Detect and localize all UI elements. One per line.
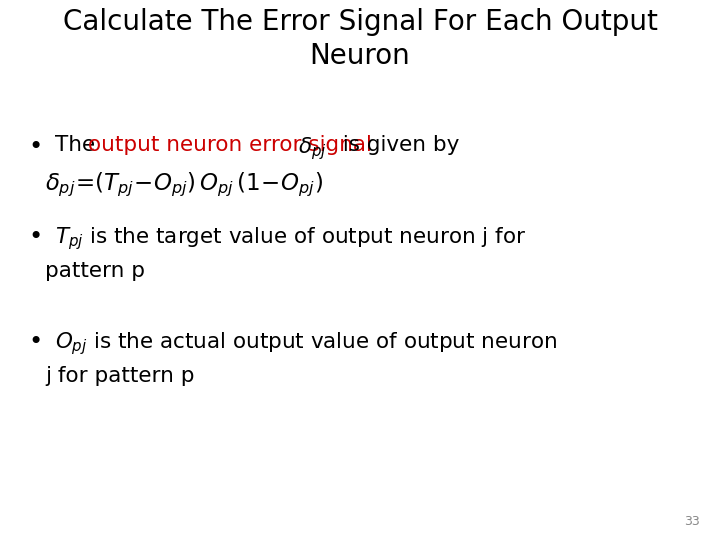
Text: $O_{pj}$ is the actual output value of output neuron: $O_{pj}$ is the actual output value of o… (55, 330, 557, 357)
Text: j for pattern p: j for pattern p (45, 366, 194, 386)
Text: The: The (55, 135, 102, 155)
Text: $\delta_{pj}$: $\delta_{pj}$ (298, 135, 327, 162)
Text: •: • (28, 330, 42, 354)
Text: $\delta_{pj}\!=\!(T_{pj}\!-\!O_{pj})\,O_{pj}\,(1\!-\!O_{pj})$: $\delta_{pj}\!=\!(T_{pj}\!-\!O_{pj})\,O_… (45, 171, 323, 199)
Text: output neuron error signal: output neuron error signal (88, 135, 379, 155)
Text: pattern p: pattern p (45, 261, 145, 281)
Text: $T_{pj}$ is the target value of output neuron j for: $T_{pj}$ is the target value of output n… (55, 225, 526, 252)
Text: Calculate The Error Signal For Each Output
Neuron: Calculate The Error Signal For Each Outp… (63, 8, 657, 70)
Text: •: • (28, 135, 42, 159)
Text: is given by: is given by (336, 135, 459, 155)
Text: 33: 33 (684, 515, 700, 528)
Text: •: • (28, 225, 42, 249)
